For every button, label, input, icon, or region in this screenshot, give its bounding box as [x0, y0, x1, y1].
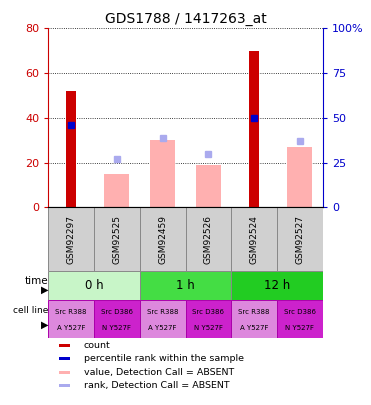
Text: N Y527F: N Y527F [194, 325, 223, 331]
Bar [59, 384, 70, 387]
Text: GSM92297: GSM92297 [67, 215, 76, 264]
Text: time: time [24, 277, 48, 286]
Text: Src R388: Src R388 [239, 309, 270, 315]
Bar [48, 207, 94, 271]
Text: cell line: cell line [13, 306, 48, 315]
Bar [140, 271, 231, 300]
Bar [231, 207, 277, 271]
Bar [94, 300, 140, 339]
Text: count: count [84, 341, 111, 350]
Text: A Y527F: A Y527F [240, 325, 268, 331]
Bar [66, 91, 76, 207]
Text: Src D386: Src D386 [284, 309, 316, 315]
Bar [196, 165, 221, 207]
Bar [140, 207, 186, 271]
Text: Src R388: Src R388 [147, 309, 178, 315]
Text: GSM92459: GSM92459 [158, 215, 167, 264]
Text: Src D386: Src D386 [101, 309, 133, 315]
Text: 12 h: 12 h [264, 279, 290, 292]
Text: GSM92524: GSM92524 [250, 215, 259, 264]
Bar [59, 371, 70, 374]
Text: 0 h: 0 h [85, 279, 103, 292]
Bar [231, 300, 277, 339]
Text: A Y527F: A Y527F [148, 325, 177, 331]
Bar [277, 207, 323, 271]
Text: Src D386: Src D386 [193, 309, 224, 315]
Bar [231, 271, 323, 300]
Text: GSM92527: GSM92527 [295, 215, 304, 264]
Text: N Y527F: N Y527F [285, 325, 314, 331]
Text: percentile rank within the sample: percentile rank within the sample [84, 354, 244, 363]
Title: GDS1788 / 1417263_at: GDS1788 / 1417263_at [105, 12, 266, 26]
Bar [48, 300, 94, 339]
Text: ▶: ▶ [41, 285, 48, 295]
Bar [140, 300, 186, 339]
Text: value, Detection Call = ABSENT: value, Detection Call = ABSENT [84, 368, 234, 377]
Bar [277, 300, 323, 339]
Text: A Y527F: A Y527F [57, 325, 85, 331]
Text: 1 h: 1 h [176, 279, 195, 292]
Bar [48, 271, 140, 300]
Text: rank, Detection Call = ABSENT: rank, Detection Call = ABSENT [84, 381, 230, 390]
Text: Src R388: Src R388 [55, 309, 87, 315]
Text: ▶: ▶ [41, 320, 48, 330]
Bar [104, 174, 129, 207]
Bar [186, 207, 231, 271]
Text: GSM92526: GSM92526 [204, 215, 213, 264]
Bar [59, 343, 70, 347]
Text: N Y527F: N Y527F [102, 325, 131, 331]
Bar [150, 140, 175, 207]
Bar [287, 147, 312, 207]
Bar [186, 300, 231, 339]
Text: GSM92525: GSM92525 [112, 215, 121, 264]
Bar [94, 207, 140, 271]
Bar [249, 51, 259, 207]
Bar [59, 357, 70, 360]
